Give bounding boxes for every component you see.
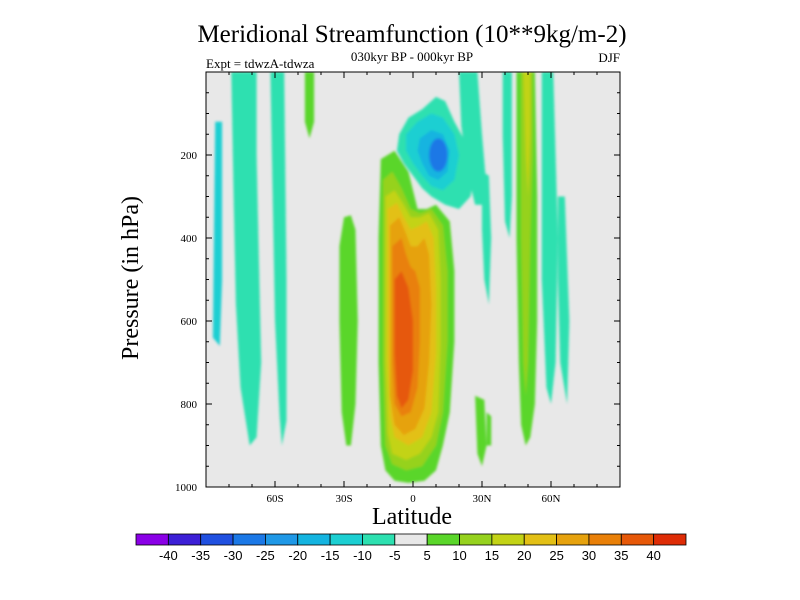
colorbar-label: -5 [389, 548, 401, 563]
y-axis-label: Pressure (in hPa) [118, 196, 144, 360]
colorbar-label: 35 [614, 548, 628, 563]
colorbar-box [135, 533, 169, 546]
y-tick-label: 800 [181, 399, 198, 411]
negative-cell-upper-l20 [429, 138, 448, 172]
x-tick-label: 60S [266, 493, 283, 505]
x-tick-label: 30N [473, 493, 492, 505]
colorbar-box [426, 533, 460, 546]
contour-shapes [206, 72, 570, 483]
positive-band-north-l20 [523, 72, 531, 197]
positive-cell-l40 [394, 271, 413, 409]
colorbar-label: 40 [646, 548, 660, 563]
y-tick-label: 200 [181, 150, 198, 162]
y-tick-label: 1000 [175, 482, 198, 494]
positive-band-north-l15 [521, 72, 533, 396]
negative-band-north-mid [541, 72, 558, 404]
season-label: DJF [598, 50, 620, 65]
colorbar-box [232, 533, 266, 546]
colorbar: -40 -35 -30 -25 -20 -15 -10 -5 5 10 15 20 25 30 35 40 [135, 533, 687, 563]
x-axis-label: Latitude [372, 504, 452, 530]
negative-strip-north-1 [459, 72, 487, 205]
x-tick-label: 30S [335, 493, 352, 505]
colorbar-label: 20 [517, 548, 531, 563]
negative-band-south-1 [206, 72, 287, 446]
negative-band-north-high [557, 196, 570, 404]
colorbar-label: -20 [288, 548, 307, 563]
axes-layer: 60S 30S 0 30N 60N 200 400 600 800 1000 [175, 72, 620, 505]
colorbar-box [394, 533, 428, 546]
colorbar-label: -30 [224, 548, 243, 563]
x-tick-label: 0 [410, 493, 416, 505]
colorbar-label: -15 [321, 548, 340, 563]
colorbar-box [329, 533, 363, 546]
y-tick-label: 400 [181, 233, 198, 245]
colorbar-label: 25 [549, 548, 563, 563]
colorbar-label: 10 [452, 548, 466, 563]
colorbar-label: 15 [485, 548, 499, 563]
colorbar-box [491, 533, 525, 546]
colorbar-box [556, 533, 590, 546]
negative-strip-north-2 [502, 72, 512, 238]
colorbar-label: -40 [159, 548, 178, 563]
colorbar-box [588, 533, 622, 546]
colorbar-box [200, 533, 234, 546]
colorbar-box [653, 533, 687, 546]
positive-blob-north-low [475, 395, 487, 467]
colorbar-box [620, 533, 655, 546]
x-tick-label: 60N [542, 493, 561, 505]
colorbar-box [362, 533, 396, 546]
colorbar-label: 5 [424, 548, 431, 563]
chart-subtitle: 030kyr BP - 000kyr BP [351, 49, 473, 64]
colorbar-label: 30 [582, 548, 596, 563]
colorbar-box [265, 533, 299, 546]
colorbar-box [167, 533, 202, 546]
chart-title: Meridional Streamfunction (10**9kg/m-2) [197, 21, 626, 48]
colorbar-label: -35 [191, 548, 210, 563]
experiment-label: Expt = tdwzA-tdwza [206, 56, 315, 71]
negative-band-south-core [212, 121, 223, 346]
plot-area [205, 71, 621, 488]
colorbar-box [459, 533, 493, 546]
positive-strip-south-upper [304, 72, 315, 139]
colorbar-box [297, 533, 331, 546]
contour-fill-layer [206, 72, 570, 483]
colorbar-box [523, 533, 557, 546]
negative-strip-north-3 [482, 171, 492, 305]
positive-lobe-south [339, 215, 358, 446]
colorbar-label: -25 [256, 548, 275, 563]
y-tick-label: 600 [181, 316, 198, 328]
positive-blob-north-low-2 [486, 412, 492, 446]
colorbar-label: -10 [353, 548, 372, 563]
